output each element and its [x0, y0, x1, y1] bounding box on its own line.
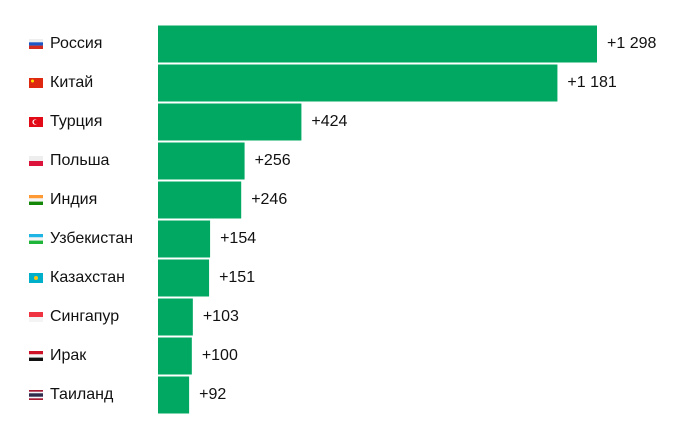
bar	[158, 103, 302, 141]
value-label: +151	[219, 269, 255, 286]
value-label: +246	[251, 191, 287, 208]
flag-russia	[29, 39, 43, 49]
category-label: Россия	[50, 35, 102, 52]
category-label: Индия	[50, 191, 97, 208]
category-label: Сингапур	[50, 308, 119, 325]
flag-china	[29, 78, 43, 88]
bar	[158, 220, 211, 258]
value-label: +1 181	[567, 74, 616, 91]
flag-poland	[29, 156, 43, 166]
value-label: +1 298	[607, 35, 656, 52]
bar	[158, 25, 597, 63]
flags	[29, 39, 43, 400]
value-label: +100	[202, 347, 238, 364]
category-label: Таиланд	[50, 386, 114, 403]
bar	[158, 337, 192, 375]
flag-turkey	[29, 117, 43, 127]
bar	[158, 142, 245, 180]
flag-thailand	[29, 390, 43, 400]
bar	[158, 181, 242, 219]
flag-india	[29, 195, 43, 205]
flag-uzbekistan	[29, 234, 43, 244]
value-label: +424	[311, 113, 347, 130]
value-label: +154	[220, 230, 256, 247]
bar	[158, 298, 193, 336]
value-label: +256	[255, 152, 291, 169]
category-label: Турция	[50, 113, 102, 130]
category-label: Польша	[50, 152, 110, 169]
flag-singapore	[29, 312, 43, 322]
value-label: +103	[203, 308, 239, 325]
category-label: Китай	[50, 74, 93, 91]
value-label: +92	[199, 386, 226, 403]
category-label: Ирак	[50, 347, 87, 364]
bar	[158, 259, 210, 297]
flag-kazakhstan	[29, 273, 43, 283]
category-label: Казахстан	[50, 269, 125, 286]
flag-iraq	[29, 351, 43, 361]
bar	[158, 64, 558, 102]
bar	[158, 376, 190, 414]
category-label: Узбекистан	[50, 230, 133, 247]
